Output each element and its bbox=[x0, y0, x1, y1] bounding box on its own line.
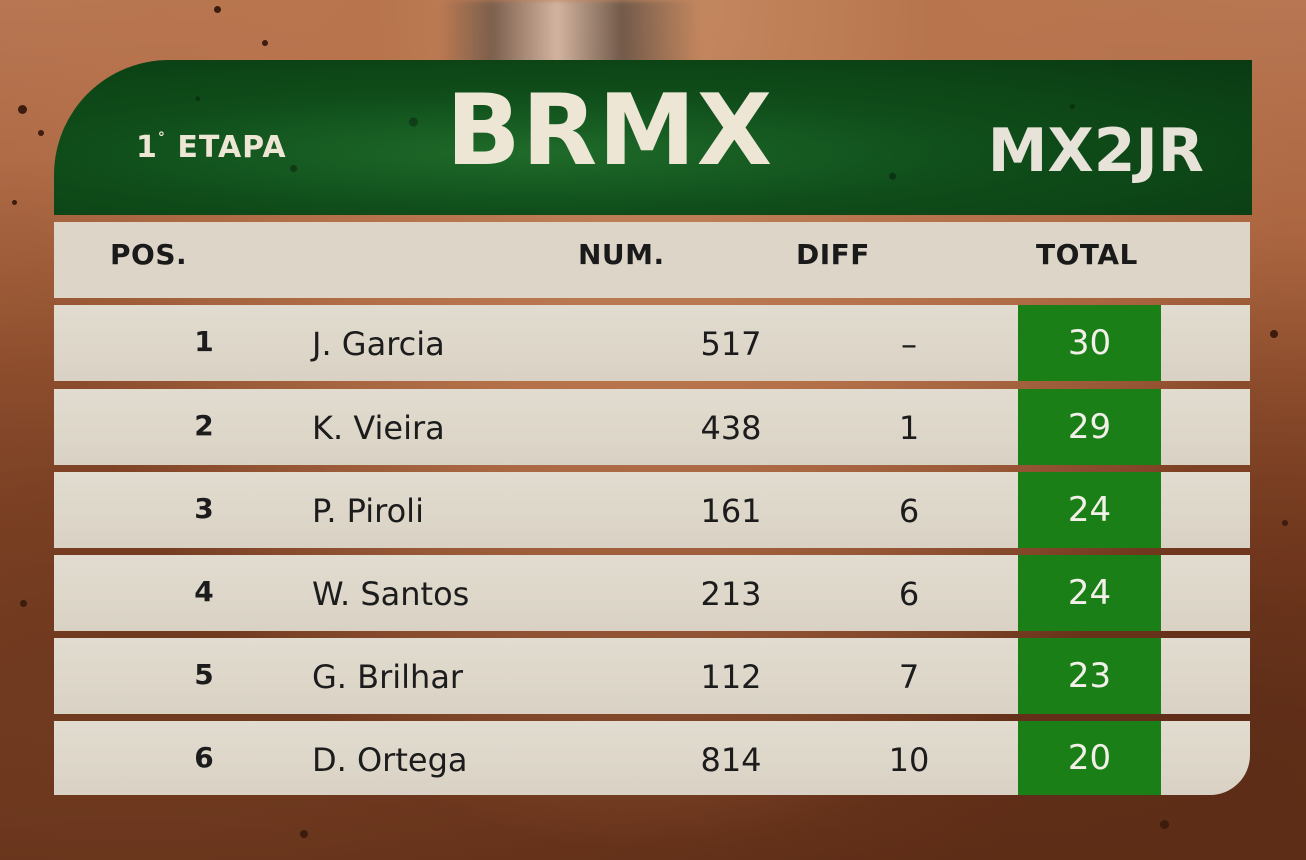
standings-row: 1 J. Garcia 517 – 30 bbox=[54, 305, 1250, 381]
dirt-speck bbox=[214, 6, 221, 13]
row-rider-name: J. Garcia bbox=[312, 325, 445, 363]
column-total: TOTAL bbox=[1036, 238, 1138, 271]
dirt-speck bbox=[262, 40, 268, 46]
background-rider-image bbox=[440, 0, 700, 70]
standings-row: 4 W. Santos 213 6 24 bbox=[54, 555, 1250, 631]
row-rider-number: 112 bbox=[700, 658, 762, 696]
standings-row: 5 G. Brilhar 112 7 23 bbox=[54, 638, 1250, 714]
dirt-speck bbox=[300, 830, 308, 838]
row-total-points: 23 bbox=[1018, 638, 1161, 714]
dirt-speck bbox=[38, 130, 44, 136]
standings-board: 1° ETAPA BRMX MX2JR POS. NUM. DIFF TOTAL… bbox=[54, 60, 1252, 798]
column-num: NUM. bbox=[578, 238, 665, 271]
row-total-points: 24 bbox=[1018, 472, 1161, 548]
board-header: 1° ETAPA BRMX MX2JR bbox=[54, 60, 1252, 215]
dirt-speck bbox=[12, 200, 17, 205]
row-position: 5 bbox=[194, 658, 214, 691]
row-rider-name: K. Vieira bbox=[312, 409, 445, 447]
standings-row: 6 D. Ortega 814 10 20 bbox=[54, 721, 1250, 795]
row-difference: – bbox=[901, 325, 917, 363]
row-rider-number: 161 bbox=[700, 492, 762, 530]
standings-row: 2 K. Vieira 438 1 29 bbox=[54, 389, 1250, 465]
dirt-speck bbox=[1160, 820, 1169, 829]
stage-degree: ° bbox=[157, 130, 166, 146]
row-position: 3 bbox=[194, 492, 214, 525]
row-rider-number: 814 bbox=[700, 741, 762, 779]
row-difference: 1 bbox=[898, 409, 920, 447]
row-total-points: 20 bbox=[1018, 721, 1161, 795]
row-rider-number: 438 bbox=[700, 409, 762, 447]
stage-number: 1 bbox=[136, 130, 158, 165]
dirt-speck bbox=[18, 105, 27, 114]
dirt-speck bbox=[1270, 330, 1278, 338]
row-rider-name: G. Brilhar bbox=[312, 658, 464, 696]
row-position: 2 bbox=[194, 409, 214, 442]
dirt-speck bbox=[1282, 520, 1288, 526]
column-diff: DIFF bbox=[796, 238, 870, 271]
stage-label: 1° ETAPA bbox=[136, 130, 287, 165]
stage-text: ETAPA bbox=[177, 130, 287, 165]
column-pos: POS. bbox=[110, 238, 188, 271]
standings-row: 3 P. Piroli 161 6 24 bbox=[54, 472, 1250, 548]
row-rider-name: P. Piroli bbox=[312, 492, 424, 530]
category-title: MX2JR bbox=[987, 116, 1204, 186]
row-position: 6 bbox=[194, 741, 214, 774]
row-position: 1 bbox=[194, 325, 214, 358]
row-total-points: 24 bbox=[1018, 555, 1161, 631]
row-rider-number: 517 bbox=[700, 325, 762, 363]
row-rider-name: W. Santos bbox=[312, 575, 470, 613]
row-difference: 10 bbox=[888, 741, 930, 779]
row-position: 4 bbox=[194, 575, 214, 608]
brand-title: BRMX bbox=[446, 74, 774, 188]
dirt-speck bbox=[20, 600, 27, 607]
row-rider-number: 213 bbox=[700, 575, 762, 613]
row-difference: 6 bbox=[898, 575, 920, 613]
row-total-points: 29 bbox=[1018, 389, 1161, 465]
row-rider-name: D. Ortega bbox=[312, 741, 468, 779]
row-difference: 7 bbox=[898, 658, 920, 696]
column-header-row: POS. NUM. DIFF TOTAL bbox=[54, 222, 1250, 298]
row-difference: 6 bbox=[898, 492, 920, 530]
row-total-points: 30 bbox=[1018, 305, 1161, 381]
